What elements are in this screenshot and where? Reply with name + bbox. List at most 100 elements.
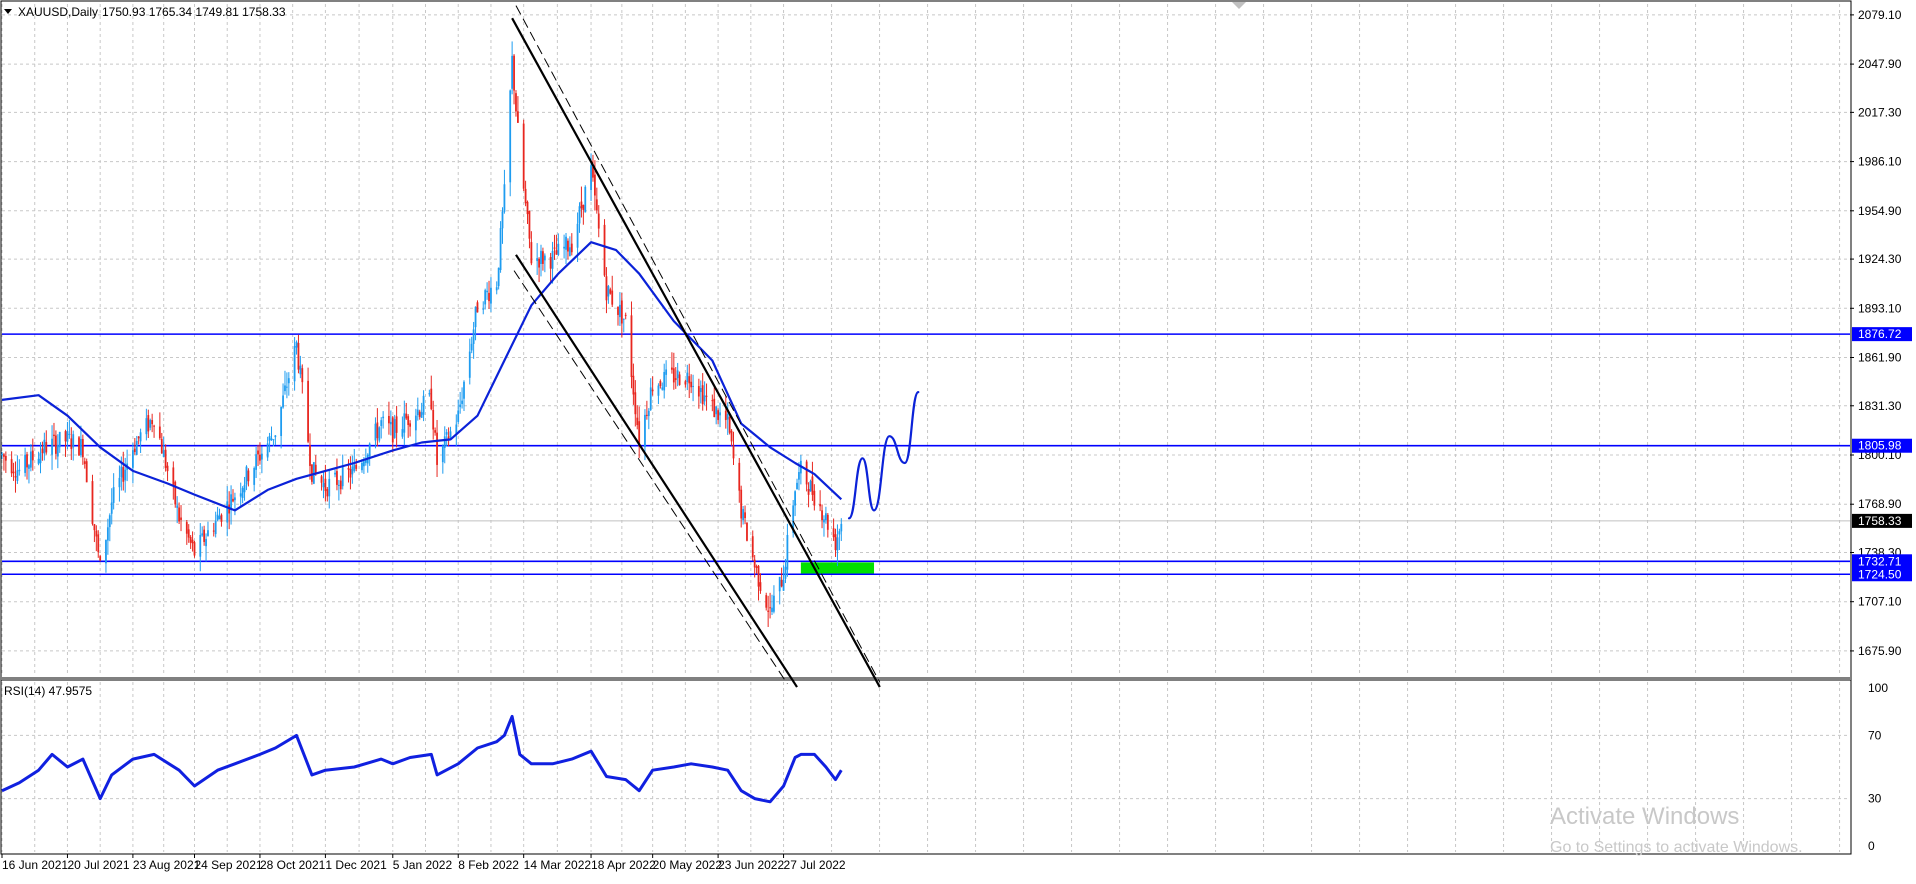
candle-body bbox=[266, 443, 269, 458]
support-zone bbox=[800, 562, 875, 574]
candle-body bbox=[819, 504, 822, 507]
candle-body bbox=[12, 471, 15, 474]
candle-body bbox=[719, 412, 721, 416]
candle-body bbox=[823, 519, 825, 523]
candle-body bbox=[389, 421, 392, 425]
candle-body bbox=[391, 417, 394, 443]
candle-body bbox=[555, 250, 558, 255]
rsi-axis-label: 100 bbox=[1868, 681, 1888, 695]
candle-body bbox=[326, 489, 329, 497]
candle-body bbox=[232, 498, 234, 502]
candle-body bbox=[151, 420, 154, 425]
candle-body bbox=[557, 243, 560, 255]
candle-body bbox=[26, 454, 28, 468]
rsi-axis-label: 70 bbox=[1868, 728, 1882, 742]
candle-body bbox=[212, 530, 215, 532]
level-price-tag bbox=[1852, 438, 1912, 453]
candle-body bbox=[724, 410, 727, 421]
candle-body bbox=[780, 579, 783, 587]
candle-body bbox=[53, 434, 55, 437]
candle-body bbox=[470, 343, 473, 351]
candle-body bbox=[551, 250, 554, 269]
candle-body bbox=[203, 529, 206, 542]
candle-body bbox=[122, 467, 125, 482]
candle-body bbox=[488, 292, 490, 302]
candle-body bbox=[728, 416, 731, 433]
candle-body bbox=[692, 385, 694, 387]
time-axis-label: 5 Jan 2022 bbox=[393, 858, 453, 872]
candle-body bbox=[324, 478, 327, 492]
level-price-tag bbox=[1852, 554, 1912, 569]
price-axis-label: 1831.30 bbox=[1858, 399, 1902, 413]
scroll-marker-icon[interactable] bbox=[1232, 2, 1246, 9]
candle-body bbox=[29, 451, 32, 468]
candle-body bbox=[597, 213, 600, 229]
candle-body bbox=[746, 522, 748, 541]
candle-body bbox=[578, 206, 581, 224]
candle-body bbox=[428, 393, 431, 395]
candle-body bbox=[106, 527, 109, 541]
candle-body bbox=[341, 466, 344, 487]
candle-body bbox=[147, 415, 150, 432]
candle-body bbox=[51, 438, 53, 455]
forecast-layer bbox=[847, 391, 920, 520]
candle-body bbox=[674, 378, 677, 381]
candle-body bbox=[619, 304, 621, 318]
candle-body bbox=[133, 448, 136, 453]
candle-body bbox=[665, 369, 668, 375]
candle-body bbox=[180, 517, 182, 520]
candle-body bbox=[110, 502, 113, 514]
candle-body bbox=[158, 426, 161, 439]
candle-body bbox=[55, 435, 57, 454]
candle-body bbox=[486, 290, 488, 293]
candle-body bbox=[647, 410, 650, 417]
candle-body bbox=[636, 417, 639, 426]
candle-body bbox=[245, 466, 248, 485]
candle-body bbox=[320, 476, 323, 483]
candle-body bbox=[432, 409, 435, 430]
candle-body bbox=[24, 454, 26, 473]
activation-watermark-title: Activate Windows bbox=[1550, 803, 1739, 830]
candle-body bbox=[268, 436, 271, 441]
price-axis-label: 2017.30 bbox=[1858, 105, 1902, 119]
candle-body bbox=[420, 412, 423, 418]
candle-body bbox=[243, 484, 246, 493]
candle-body bbox=[690, 381, 693, 388]
candle-body bbox=[476, 302, 479, 313]
candle-body bbox=[826, 514, 829, 530]
price-axis-label: 1861.90 bbox=[1858, 351, 1902, 365]
candle-body bbox=[160, 439, 163, 454]
candle-body bbox=[838, 531, 841, 535]
candle-body bbox=[80, 438, 82, 456]
candle-body bbox=[416, 409, 419, 416]
candle-body bbox=[403, 413, 406, 433]
candle-body bbox=[782, 579, 785, 591]
symbol-dropdown-icon[interactable] bbox=[4, 9, 12, 14]
candle-body bbox=[542, 251, 544, 264]
candle-body bbox=[91, 481, 94, 524]
candle-body bbox=[31, 450, 34, 461]
candle-body bbox=[230, 494, 232, 511]
candle-body bbox=[715, 406, 718, 415]
candle-body bbox=[81, 439, 84, 458]
candle-body bbox=[260, 453, 263, 460]
candle-body bbox=[836, 537, 839, 551]
rsi-layer bbox=[1, 714, 843, 804]
candle-body bbox=[280, 406, 283, 437]
candle-body bbox=[630, 315, 633, 378]
candle-body bbox=[796, 482, 798, 490]
candle-body bbox=[757, 565, 760, 587]
candle-body bbox=[740, 489, 743, 519]
candle-body bbox=[270, 438, 273, 440]
candle-body bbox=[299, 365, 302, 375]
candle-body bbox=[347, 468, 350, 470]
level-price-tag-label: 1724.50 bbox=[1858, 567, 1902, 581]
channel-line-dashed bbox=[515, 5, 881, 683]
candle-body bbox=[414, 415, 417, 431]
candle-body bbox=[582, 205, 585, 210]
level-price-tag-label: 1805.98 bbox=[1858, 439, 1902, 453]
candle-body bbox=[56, 445, 59, 457]
candle-body bbox=[697, 386, 700, 397]
support-zone-layer bbox=[800, 562, 875, 574]
